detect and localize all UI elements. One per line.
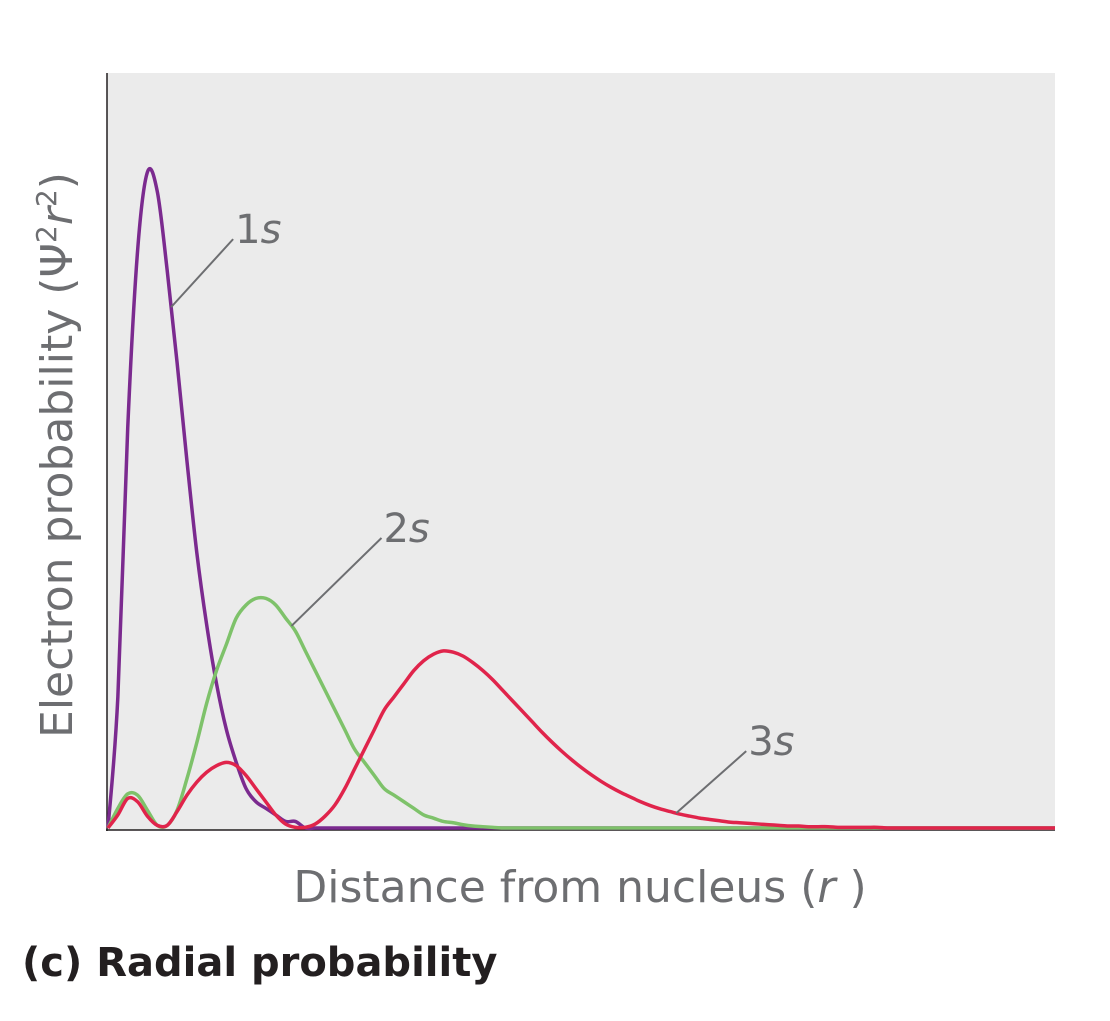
y-axis-label-variable: r — [32, 204, 83, 225]
series-line-3s — [106, 649, 1055, 830]
series-label-variable: s — [774, 719, 795, 765]
figure-caption: (c) Radial probability — [22, 940, 498, 986]
series-label-2s: 2s — [383, 506, 429, 552]
leader-line-3s — [675, 750, 747, 814]
leader-line-1s — [170, 238, 234, 308]
x-axis-label-close: ) — [835, 862, 866, 913]
leader-line-2s — [290, 537, 383, 627]
y-axis-label-close: ) — [32, 172, 83, 189]
series-label-3s: 3s — [748, 719, 794, 765]
y-axis-label: Electron probability (Ψ2r2) — [30, 172, 83, 738]
x-axis-label-variable: r — [817, 862, 838, 913]
series-label-number: 1 — [235, 207, 260, 253]
y-axis-label-symbol: Ψ — [32, 243, 83, 278]
series-layer — [106, 166, 1055, 831]
x-axis-label: Distance from nucleus (r ) — [293, 862, 866, 913]
plot-area — [107, 73, 1055, 830]
series-label-variable: s — [261, 207, 282, 253]
series-label-1s: 1s — [235, 207, 281, 253]
series-label-number: 2 — [383, 506, 408, 552]
y-axis-label-sup1: 2 — [30, 225, 63, 243]
series-label-variable: s — [409, 506, 430, 552]
series-label-number: 3 — [748, 719, 773, 765]
y-axis-label-sup2: 2 — [30, 189, 63, 207]
x-axis-label-text: Distance from nucleus ( — [293, 862, 817, 913]
y-axis-label-text: Electron probability ( — [32, 278, 83, 738]
